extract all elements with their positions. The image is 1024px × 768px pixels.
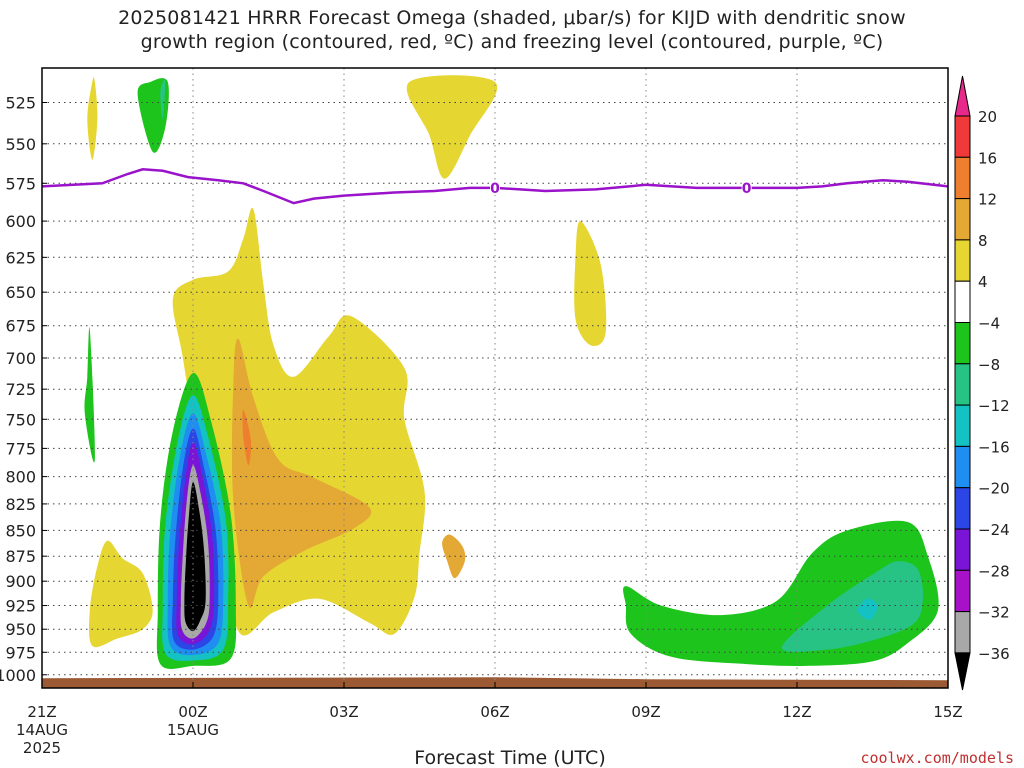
x-tick-label: 03Z: [329, 703, 358, 721]
colorbar-label: 16: [978, 149, 997, 167]
omega-region-20: [184, 482, 206, 632]
x-tick-label: 09Z: [631, 703, 660, 721]
y-tick-label: 675: [5, 317, 36, 336]
y-tick-label: 825: [5, 495, 36, 514]
colorbar: 20 16 12 8 4 −4 −8 −12 −16 −20 −24 −28 −32 −36: [954, 75, 1010, 691]
x-tick-label: 21Z: [27, 703, 56, 721]
y-tick-label: 700: [5, 349, 36, 368]
colorbar-segment: [954, 115, 971, 158]
y-tick-label: 950: [5, 620, 36, 639]
x-tick-label: 06Z: [480, 703, 509, 721]
y-tick-label: 875: [5, 547, 36, 566]
colorbar-label: −32: [978, 604, 1010, 622]
freezing-label-bg: [741, 179, 752, 195]
y-tick-label: 900: [5, 572, 36, 591]
colorbar-label: 4: [978, 273, 988, 291]
chart-title-line1: 2025081421 HRRR Forecast Omega (shaded, …: [118, 7, 906, 29]
colorbar-segment: [954, 239, 971, 282]
colorbar-label: −24: [978, 521, 1010, 539]
colorbar-label: 12: [978, 191, 997, 209]
y-tick-label: 575: [5, 174, 36, 193]
x-tick-year: 2025: [23, 739, 61, 757]
omega-region-2: [88, 540, 153, 648]
omega-region-0: [87, 77, 98, 160]
omega-region-13: [781, 561, 924, 652]
colorbar-segment: [954, 322, 971, 365]
x-tick-date: 14AUG: [16, 721, 68, 739]
y-tick-label: 850: [5, 521, 36, 540]
y-tick-label: 550: [5, 135, 36, 154]
omega-region-6: [442, 534, 466, 579]
x-tick-label: 15Z: [933, 703, 962, 721]
colorbar-label: −28: [978, 562, 1010, 580]
omega-region-14: [857, 598, 878, 620]
x-tick-label: 00Z: [178, 703, 207, 721]
y-tick-label: 725: [5, 380, 36, 399]
omega-region-3: [406, 75, 498, 179]
colorbar-segment: [954, 611, 971, 654]
colorbar-segment: [954, 445, 971, 489]
omega-region-7: [242, 409, 252, 466]
freezing-level-label: 0: [742, 181, 752, 197]
x-axis-title: Forecast Time (UTC): [414, 747, 605, 768]
x-tick-label: 12Z: [782, 703, 811, 721]
y-tick-label: 750: [5, 410, 36, 429]
colorbar-segment: [954, 363, 971, 406]
y-tick-label: 525: [5, 94, 36, 113]
omega-region-5: [231, 338, 372, 609]
y-tick-label: 1000: [0, 666, 36, 685]
chart-title-line2: growth region (contoured, red, ºC) and f…: [140, 31, 884, 53]
y-tick-label: 800: [5, 468, 36, 487]
colorbar-segment: [954, 569, 971, 613]
y-tick-label: 925: [5, 597, 36, 616]
colorbar-segment: [954, 280, 971, 324]
colorbar-label: −20: [978, 480, 1010, 498]
colorbar-segment: [954, 528, 971, 571]
omega-region-12: [160, 78, 166, 120]
y-tick-label: 600: [5, 212, 36, 231]
omega-shading: [42, 75, 948, 688]
colorbar-bottom-triangle: [954, 652, 971, 691]
colorbar-segment: [954, 198, 971, 241]
omega-region-9: [84, 327, 95, 463]
colorbar-segment: [954, 487, 971, 530]
colorbar-segment: [954, 404, 971, 447]
y-tick-label: 625: [5, 248, 36, 267]
colorbar-segment: [954, 156, 971, 200]
y-tick-label: 775: [5, 439, 36, 458]
chart-title: 2025081421 HRRR Forecast Omega (shaded, …: [0, 6, 1024, 54]
credit-link[interactable]: coolwx.com/models: [860, 749, 1014, 767]
y-tick-label: 650: [5, 283, 36, 302]
colorbar-label: 20: [978, 108, 997, 126]
colorbar-label: −36: [978, 645, 1010, 663]
freezing-level-line: [42, 168, 948, 205]
freezing-level-label: 0: [490, 181, 500, 197]
y-tick-label: 975: [5, 643, 36, 662]
y-axis: 525 550 575 600 625 650 675 700 725 750 775 800 825 8…: [0, 94, 47, 685]
colorbar-label: 8: [978, 232, 988, 250]
omega-region-4: [574, 221, 607, 347]
colorbar-label: −4: [978, 315, 1000, 333]
grid-lines: [41, 68, 949, 688]
freezing-label-bg: [490, 179, 500, 195]
colorbar-label: −8: [978, 356, 1000, 374]
x-tick-date: 15AUG: [167, 721, 219, 739]
colorbar-label: −16: [978, 438, 1010, 456]
colorbar-label: −12: [978, 397, 1010, 415]
colorbar-top-triangle: [954, 75, 971, 117]
